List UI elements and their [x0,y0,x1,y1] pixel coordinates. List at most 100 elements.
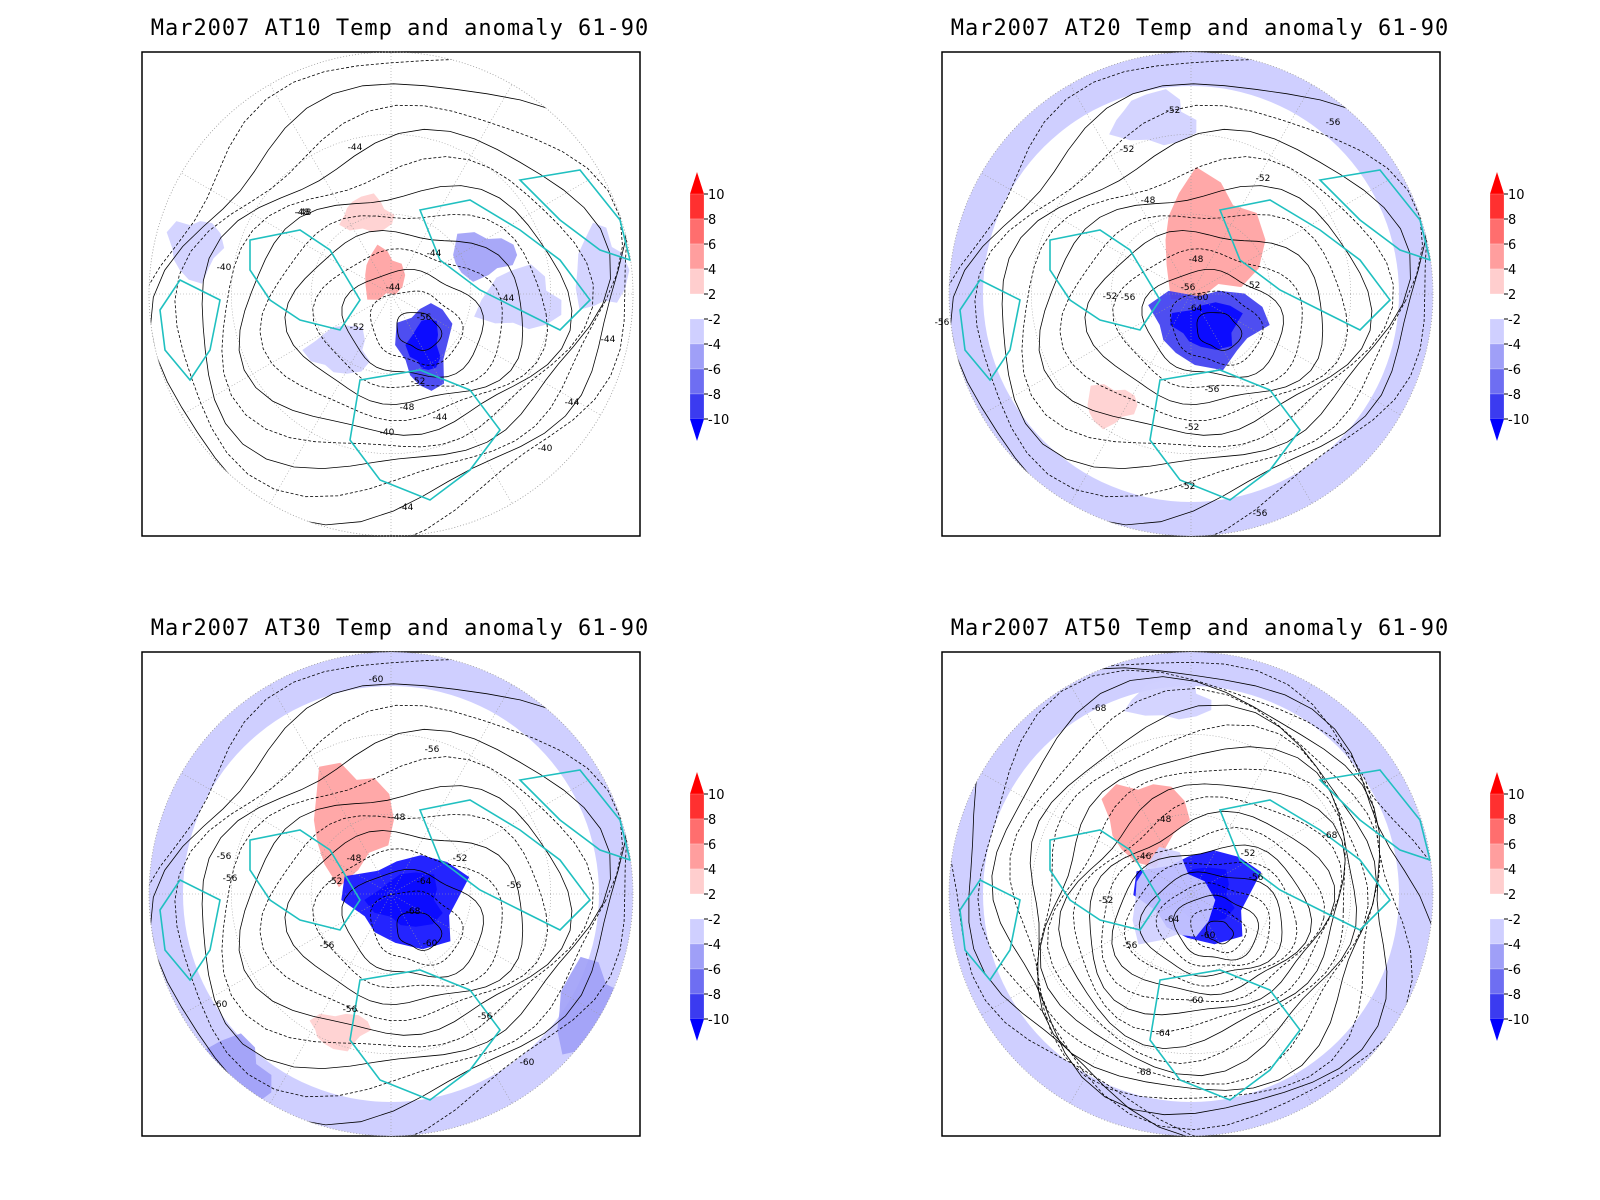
polar-map: -60 -56 -56 -56 -48 -48 -52 -52 -64 -68 -56 -56 -60 -… [141,651,641,1137]
contour-label: -56 [343,1005,358,1015]
colorbar-label: 6 [708,838,716,853]
meridian-line [1190,893,1401,1016]
contour-label: -64 [417,877,432,887]
temperature-contour [1047,768,1346,1065]
contour-label: -48 [297,208,312,218]
colorbar-label: 10 [1508,188,1525,203]
coastline [418,199,592,331]
meridian-line [1190,293,1313,504]
contour-label: -48 [391,813,406,823]
meridian-line [181,293,392,416]
contour-label: -52 [453,854,468,864]
temperature-contour [1009,687,1381,1099]
colorbar-min-arrow [690,419,704,441]
contour-label: -56 [223,874,238,884]
colorbar-bin [689,993,705,1020]
colorbar: 10 8 6 4 2 -2 -4 -6 -8 -10 [1489,172,1529,441]
temperature-contour [150,683,629,1126]
colorbar-min-arrow [1490,419,1504,441]
contour-label: -56 [507,881,522,891]
colorbar-bin [1489,918,1505,945]
contour-label: -56 [1123,941,1138,951]
contour-label: -60 [1189,996,1204,1006]
latitude-circle [310,213,472,375]
colorbar-bin [689,268,705,295]
contour-label: -68 [1092,704,1107,714]
contour-label: -52 [1103,292,1118,302]
contour-label: -52 [1099,896,1114,906]
anomaly-region [339,193,395,232]
colorbar-bin [689,918,705,945]
contour-label: -56 [1326,118,1341,128]
coastline [1218,799,1392,931]
temperature-contour [259,814,549,1022]
colorbar-bin [1489,393,1505,420]
contour-label: -48 [1141,196,1156,206]
contour-label: -52 [350,323,365,333]
panel-title: Mar2007 AT10 Temp and anomaly 61-90 [150,16,650,41]
coastline [249,829,361,931]
colorbar-label: 6 [1508,238,1516,253]
colorbar-bin [1489,993,1505,1020]
colorbar-bin [689,193,705,220]
temperature-contour [1155,882,1271,967]
colorbar-label: -10 [1508,1013,1529,1028]
colorbar-max-arrow [690,172,704,194]
meridian-line [981,893,1192,1016]
temperature-contour [1169,290,1264,366]
temperature-contour [950,83,1429,526]
colorbar-bin [689,818,705,845]
colorbar-bin [1489,268,1505,295]
polar-map: -44-48-40-44-44-44-48-52-56-52-48-44-40-… [141,51,641,537]
contour-label: -56 [417,313,432,323]
colorbar-bin [689,293,705,320]
contour-label: -44 [386,283,401,293]
temperature-contour [1190,907,1247,954]
contour-label: -48 [295,208,310,218]
colorbar: 10 8 6 4 2 -2 -4 -6 -8 -10 [1489,772,1529,1041]
contour-label: -46 [1137,852,1152,862]
panel-title: Mar2007 AT20 Temp and anomaly 61-90 [950,16,1450,41]
colorbar-label: 4 [708,863,716,878]
contour-label: -56 [935,318,950,328]
anomaly-region [575,222,630,310]
colorbar-label: -4 [708,938,721,953]
colorbar-label: 2 [1508,288,1516,303]
colorbar-label: -6 [708,363,721,378]
temperature-contour [1173,894,1259,961]
temperature-contour [1101,827,1325,1003]
map-boundary [948,51,1434,537]
temperature-contour [1029,704,1377,1091]
temperature-contour [1059,214,1349,422]
meridian-line [390,893,513,1104]
map-boundary [148,51,634,537]
temperature-contour [369,290,464,366]
temperature-contour [1001,128,1411,470]
meridian-line [390,772,601,895]
temperature-contour [312,248,503,389]
colorbar-max-arrow [690,772,704,794]
temperature-contour [221,156,594,448]
colorbar-label: 2 [708,288,716,303]
colorbar-label: 8 [708,813,716,828]
colorbar-bin [689,793,705,820]
contour-label: -52 [1241,849,1256,859]
colorbar-label: -10 [708,413,729,428]
contour-label: -52 [1185,423,1200,433]
colorbar-bin [1489,318,1505,345]
contour-label: -48 [1157,815,1172,825]
colorbar-bin [1489,243,1505,270]
temperature-contour [1058,783,1346,1050]
panel-title: Mar2007 AT30 Temp and anomaly 61-90 [150,616,650,641]
contour-label: -40 [380,428,395,438]
temperature-contour [174,704,623,1098]
map-boundary [948,651,1434,1137]
colorbar-label: -4 [1508,338,1521,353]
coastline [1318,769,1432,862]
contour-label: -56 [1205,385,1220,395]
temperature-contour [312,848,503,989]
meridian-line [390,84,513,295]
colorbar-bin [689,893,705,920]
meridian-line [1190,772,1401,895]
anomaly-region [166,221,225,284]
